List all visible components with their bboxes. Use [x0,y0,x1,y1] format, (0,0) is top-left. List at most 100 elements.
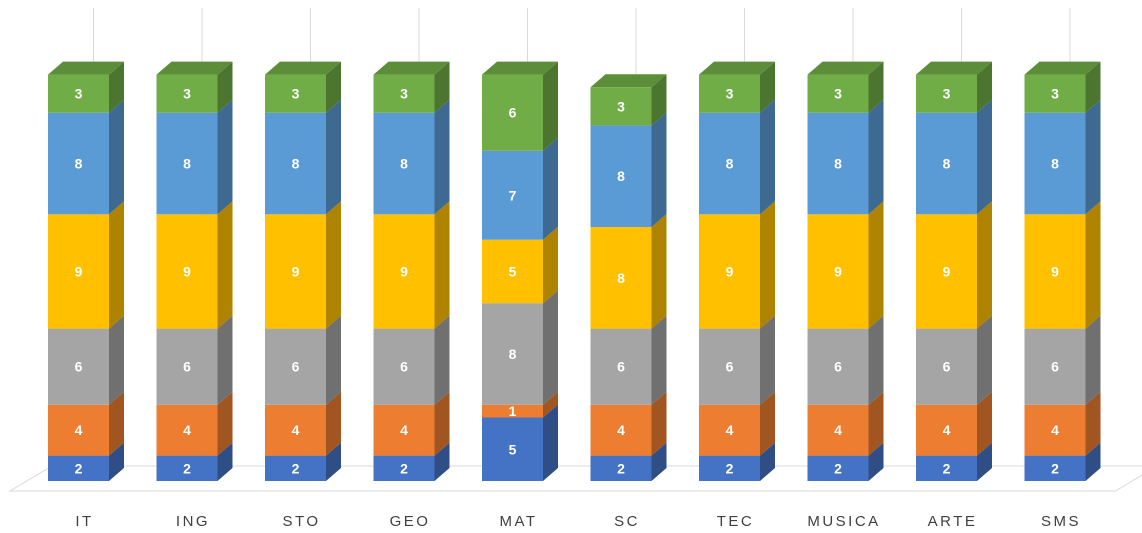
data-label: 6 [400,359,408,375]
bar-stack-sms: 2 4 6 9 8 3 [1024,61,1101,481]
bar-segment-side [109,61,124,113]
bar-segment-side [1085,201,1101,329]
bar-segment [48,404,109,456]
bar-segment [265,404,326,456]
bar-segment [48,112,109,215]
category-axis: IT ING STO GEO MAT SC TEC MUSICA ARTE SMS [75,513,1078,530]
bar-segment [373,214,435,329]
bar-segment [916,214,977,329]
category-label: ARTE [928,513,978,530]
bar-segment [699,455,760,481]
data-label: 3 [183,86,191,102]
data-label: 4 [292,422,300,438]
bar-segment-side [217,61,233,113]
bar-segment [48,328,109,405]
bar-segment-side [651,315,667,405]
bar-segment-side [651,442,667,481]
bar-segment-side [217,391,233,456]
category-label: STO [282,513,320,530]
bar-segment-side [434,315,450,405]
data-label: 2 [726,460,734,476]
bar-segment [265,214,326,329]
bar-segment [807,404,869,456]
bar-segment-side [217,442,233,481]
bar-segment-side [977,315,992,405]
bar-segment [1024,455,1086,481]
bar-segment [265,112,326,215]
bar-segment-side [760,201,775,329]
bar-segment-side [760,391,775,456]
bar-top-face [265,61,341,75]
data-label: 9 [726,263,734,279]
data-label: 4 [617,422,625,438]
bar-segment [916,74,977,113]
bar-segment [373,455,435,481]
data-label: 7 [509,187,517,203]
bar-segment-side [868,315,884,405]
bar-segment-side [543,391,558,418]
bar-segment [156,214,218,329]
data-label: 6 [183,359,191,375]
data-label: 6 [509,105,517,121]
data-label: 2 [834,460,842,476]
data-label: 8 [726,156,734,172]
bar-segment-side [326,315,341,405]
bar-segment-side [760,99,775,215]
bar-segment [156,328,218,405]
data-label: 3 [943,86,951,102]
data-label: 4 [400,422,408,438]
bar-segment [1024,404,1086,456]
bar-segment-side [434,61,450,113]
bar-segment [156,112,218,215]
bar-segment [1024,74,1086,113]
bar-segment [1024,112,1086,215]
data-label: 2 [400,460,408,476]
bar-segment [916,112,977,215]
chart-floor [8,465,1142,492]
bar-segment-side [326,391,341,456]
bar-segment [482,150,543,240]
bar-segment [590,125,652,227]
bar-top-face [590,74,667,88]
data-label: 9 [292,263,300,279]
bar-top-face [699,61,775,75]
bar-segment-side [326,99,341,215]
bar-segment-side [868,442,884,481]
data-label: 9 [1051,263,1059,279]
data-label: 3 [75,86,83,102]
bar-segment-side [217,201,233,329]
bar-segment-side [651,112,667,227]
data-label: 5 [509,441,517,457]
bar-segment [699,214,760,329]
bar-segment-side [109,315,124,405]
category-label: ING [176,513,210,530]
bar-top-face [156,61,233,75]
bar-segment [916,455,977,481]
bar-segment [265,74,326,113]
bar-segment [916,328,977,405]
bar-stack-musica: 2 4 6 9 8 3 [807,61,884,481]
bar-segment-side [434,442,450,481]
data-label: 4 [726,422,734,438]
category-label: SC [614,513,640,530]
data-label: 5 [509,263,517,279]
data-label: 6 [834,359,842,375]
bar-segment-side [326,61,341,113]
data-label: 4 [75,422,83,438]
data-label: 4 [943,422,951,438]
bar-segment [265,455,326,481]
category-label: IT [75,513,93,530]
bar-top-face [1024,61,1101,75]
data-label: 3 [400,86,408,102]
data-label: 2 [75,460,83,476]
bar-segment-side [543,226,558,304]
bar-segment-side [760,61,775,113]
data-label: 8 [75,156,83,172]
bar-segment [807,74,869,113]
bar-segment-side [326,201,341,329]
data-label: 3 [292,86,300,102]
category-label: TEC [717,513,755,530]
bar-segment-side [1085,442,1101,481]
bar-segment [1024,328,1086,405]
